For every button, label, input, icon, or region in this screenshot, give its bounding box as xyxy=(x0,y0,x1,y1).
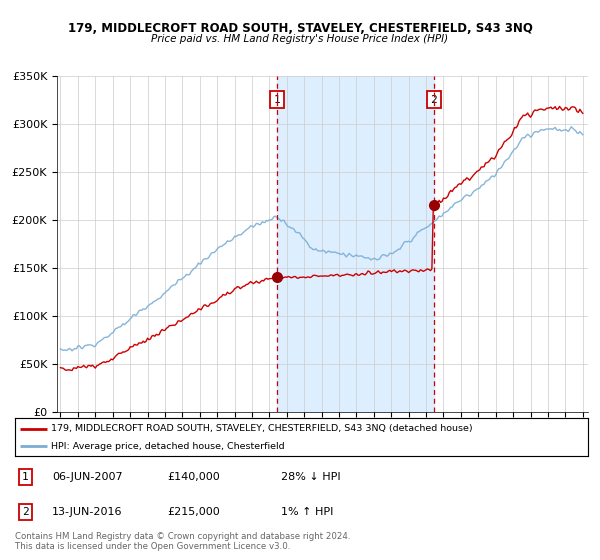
Text: HPI: Average price, detached house, Chesterfield: HPI: Average price, detached house, Ches… xyxy=(50,442,284,451)
Text: 28% ↓ HPI: 28% ↓ HPI xyxy=(281,472,341,482)
Text: 179, MIDDLECROFT ROAD SOUTH, STAVELEY, CHESTERFIELD, S43 3NQ: 179, MIDDLECROFT ROAD SOUTH, STAVELEY, C… xyxy=(68,22,532,35)
Text: Contains HM Land Registry data © Crown copyright and database right 2024.: Contains HM Land Registry data © Crown c… xyxy=(15,532,350,541)
Text: Price paid vs. HM Land Registry's House Price Index (HPI): Price paid vs. HM Land Registry's House … xyxy=(151,34,449,44)
Text: 1% ↑ HPI: 1% ↑ HPI xyxy=(281,507,334,517)
Text: 1: 1 xyxy=(22,472,29,482)
Text: 1: 1 xyxy=(274,95,280,105)
Text: £140,000: £140,000 xyxy=(167,472,220,482)
Text: 2: 2 xyxy=(22,507,29,517)
Text: 179, MIDDLECROFT ROAD SOUTH, STAVELEY, CHESTERFIELD, S43 3NQ (detached house): 179, MIDDLECROFT ROAD SOUTH, STAVELEY, C… xyxy=(50,424,472,433)
Text: 06-JUN-2007: 06-JUN-2007 xyxy=(52,472,123,482)
Text: This data is licensed under the Open Government Licence v3.0.: This data is licensed under the Open Gov… xyxy=(15,542,290,551)
Text: £215,000: £215,000 xyxy=(167,507,220,517)
Text: 13-JUN-2016: 13-JUN-2016 xyxy=(52,507,123,517)
Bar xyxy=(277,76,434,412)
Text: 2: 2 xyxy=(431,95,437,105)
